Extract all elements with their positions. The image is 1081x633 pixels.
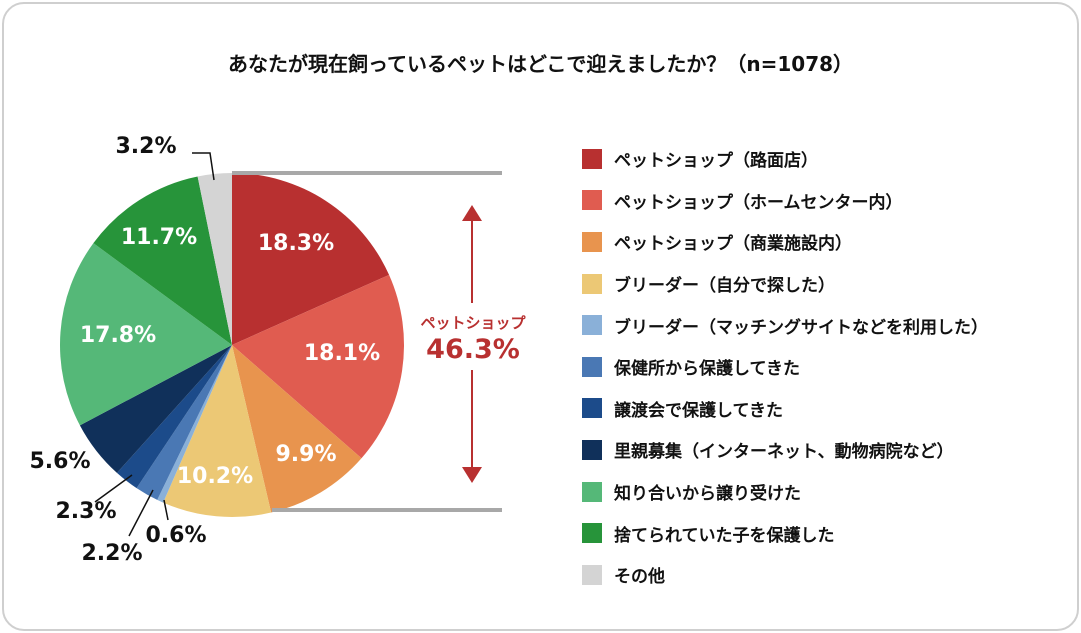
arrow-up-icon: [462, 205, 482, 221]
legend-swatch: [582, 315, 602, 336]
leader-line: [192, 152, 215, 181]
legend-item: ブリーダー（マッチングサイトなどを利用した）: [582, 304, 988, 346]
pie-slice: [116, 345, 232, 489]
slice-label: 9.9%: [275, 442, 336, 467]
pie-slice: [232, 274, 404, 459]
legend-swatch: [582, 148, 602, 169]
legend-label: 捨てられていた子を保護した: [614, 525, 835, 546]
annotation-value: 46.3%: [426, 334, 520, 365]
legend-item: ペットショップ（商業施設内）: [582, 221, 988, 263]
legend: ペットショップ（路面店） ペットショップ（ホームセンター内） ペットショップ（商業施…: [582, 138, 988, 596]
legend-swatch: [582, 481, 602, 502]
pie-slice: [79, 345, 232, 473]
legend-swatch: [582, 564, 602, 585]
leader-line: [128, 489, 154, 537]
pie-slice: [197, 173, 232, 345]
slice-label: 18.1%: [304, 341, 380, 366]
slice-label: 2.3%: [55, 499, 116, 524]
legend-swatch: [582, 523, 602, 544]
legend-swatch: [582, 231, 602, 252]
legend-item: 保健所から保護してきた: [582, 346, 988, 388]
chart-title: あなたが現在飼っているペットはどこで迎えましたか？（n=1078）: [227, 52, 854, 76]
leader-line: [163, 499, 169, 521]
legend-swatch: [582, 356, 602, 377]
pie-slice: [93, 176, 232, 345]
slice-label: 3.2%: [115, 134, 176, 159]
leader-line: [94, 474, 133, 503]
legend-item: 知り合いから譲り受けた: [582, 471, 988, 513]
legend-item: その他: [582, 554, 988, 596]
legend-swatch: [582, 439, 602, 460]
legend-swatch: [582, 398, 602, 419]
legend-label: ペットショップ（路面店）: [614, 151, 818, 172]
slice-label: 17.8%: [80, 323, 156, 348]
pie-slice: [157, 345, 232, 503]
legend-label: その他: [614, 567, 665, 588]
legend-label: ペットショップ（商業施設内）: [614, 234, 852, 255]
pie-slice: [232, 173, 390, 345]
arrow-down-icon: [462, 467, 482, 483]
legend-label: ブリーダー（マッチングサイトなどを利用した）: [614, 317, 988, 338]
pie-slice: [136, 345, 232, 500]
legend-label: ペットショップ（ホームセンター内）: [614, 192, 903, 213]
legend-item: 捨てられていた子を保護した: [582, 512, 988, 554]
legend-item: ペットショップ（路面店）: [582, 138, 988, 180]
legend-label: 保健所から保護してきた: [614, 359, 800, 380]
slice-label: 2.2%: [81, 541, 142, 566]
legend-label: 譲渡会で保護してきた: [614, 400, 783, 421]
pie-slice: [163, 345, 272, 517]
legend-item: 譲渡会で保護してきた: [582, 388, 988, 430]
slice-label: 18.3%: [258, 231, 334, 256]
pie-slice: [232, 345, 362, 513]
legend-swatch: [582, 190, 602, 211]
slice-label: 10.2%: [177, 464, 253, 489]
legend-label: 知り合いから譲り受けた: [614, 484, 801, 505]
slice-label: 5.6%: [29, 449, 90, 474]
slice-label: 0.6%: [145, 523, 206, 548]
annotation-label: ペットショップ: [420, 314, 526, 332]
legend-label: 里親募集（インターネット、動物病院など）: [614, 442, 954, 463]
pie-slice: [59, 243, 232, 426]
legend-item: ペットショップ（ホームセンター内）: [582, 180, 988, 222]
legend-item: 里親募集（インターネット、動物病院など）: [582, 429, 988, 471]
legend-label: ブリーダー（自分で探した）: [614, 276, 835, 297]
slice-label: 11.7%: [121, 225, 197, 250]
legend-swatch: [582, 273, 602, 294]
legend-item: ブリーダー（自分で探した）: [582, 263, 988, 305]
